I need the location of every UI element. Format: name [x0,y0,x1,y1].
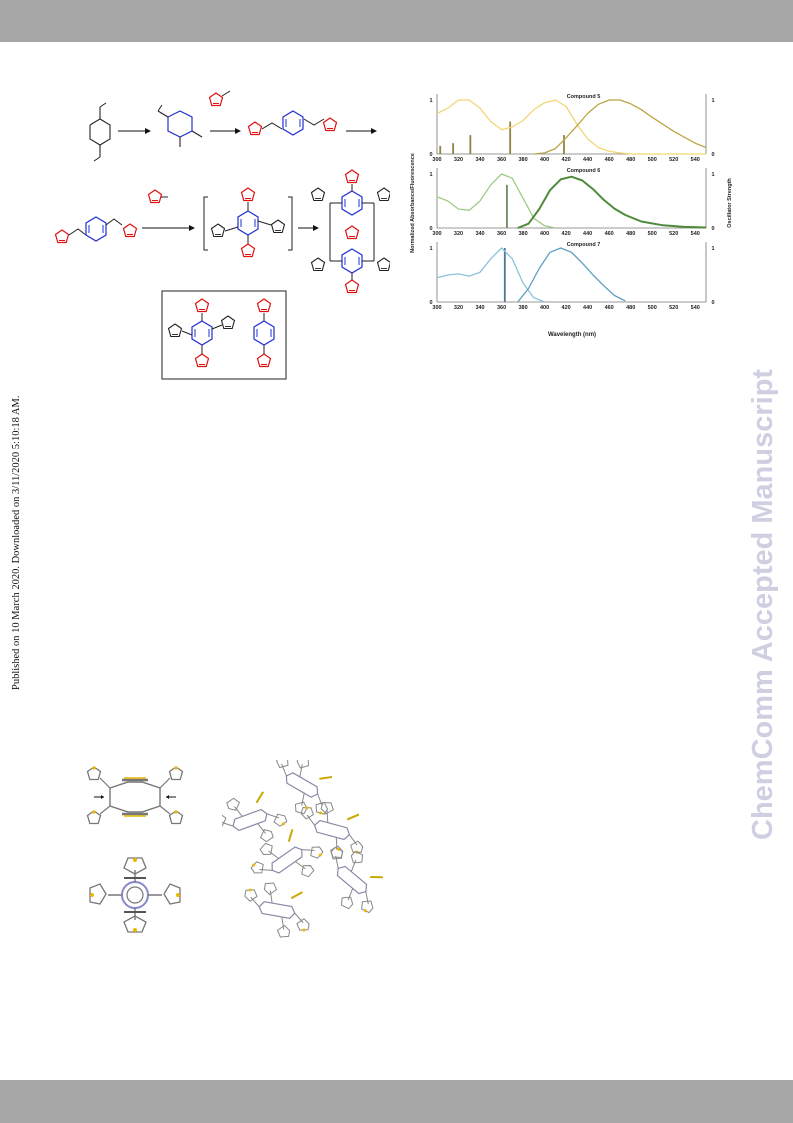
spectrum-panel-1: Compound 5 0 0 1 1 300 320 340 360 380 400 420 440 46… [429,94,715,163]
absorbance-line [436,173,556,229]
reagent-diketopiperazine [89,102,111,162]
y-tick-label-left: 1 [429,246,432,252]
packed-molecule [250,829,324,878]
x-tick-label: 540 [691,231,700,237]
absorption-emission-spectra: Normalized Absorbance/Fluorescence Oscil… [410,94,733,338]
published-note: Published on 10 March 2020. Downloaded o… [2,380,22,690]
x-tick-label: 520 [669,231,678,237]
x-tick-label: 360 [497,305,506,311]
x-tick-label: 380 [518,157,527,163]
x-tick-label: 420 [562,157,571,163]
x-tick-label: 420 [562,305,571,311]
y-tick-label-left: 0 [429,226,432,232]
x-tick-label: 440 [583,305,592,311]
reagent-thiophene [147,189,168,204]
watermark-text: ChemComm Accepted Manuscript [747,368,779,840]
packed-molecule [330,846,384,914]
y-tick-label-right: 1 [711,98,714,104]
absorbance-line [436,247,545,303]
x-tick-label: 400 [540,231,549,237]
x-tick-label: 320 [454,305,463,311]
x-tick-label: 500 [648,305,657,311]
x-tick-label: 360 [497,231,506,237]
product-bis-vinyl-pyrazine [247,110,338,136]
x-tick-label: 320 [454,157,463,163]
spectrum-panel-2: Compound 6 0 0 1 1 300 320 340 360 380 400 420 440 46… [429,168,715,237]
panel-title: Compound 6 [567,168,601,174]
fluorescence-line [517,247,626,303]
y-tick-label-right: 0 [711,152,714,158]
x-tick-label: 340 [475,231,484,237]
y-tick-label-left: 1 [429,98,432,104]
reagent-thiophene-aldehyde [208,90,231,107]
x-tick-label: 380 [518,305,527,311]
x-tick-label: 540 [691,305,700,311]
absorbance-line [436,99,706,155]
x-tick-label: 500 [648,157,657,163]
y-tick-label-right: 1 [711,172,714,178]
x-tick-label: 460 [605,231,614,237]
y-axis-label-left: Normalized Absorbance/Fluorescence [410,153,416,253]
x-tick-label: 480 [626,157,635,163]
fluorescence-line [533,99,707,155]
x-tick-label: 480 [626,231,635,237]
spectra-panels: Compound 5 0 0 1 1 300 320 340 360 380 400 420 440 46… [429,94,715,311]
x-tick-label: 460 [605,305,614,311]
footer-bar [0,1080,793,1123]
packed-molecule [275,760,333,815]
panel-title: Compound 7 [567,242,601,248]
crystal-packing-diagram [222,760,384,938]
packed-molecule [222,791,288,843]
crystal-structure-side-view [86,765,184,825]
packed-molecule [244,882,310,938]
intermediate-pyrazine [157,104,203,147]
x-tick-label: 520 [669,157,678,163]
y-axis-label-right: Oscillator Strength [727,178,733,228]
side-products-box [161,290,287,380]
x-axis-label: Wavelength (nm) [548,332,596,338]
side-product-1 [167,298,236,368]
y-tick-label-left: 0 [429,300,432,306]
starting-bis-vinyl-pyrazine [54,216,138,244]
fluorescence-line [517,175,707,229]
x-tick-label: 540 [691,157,700,163]
synthesis-scheme [54,90,390,380]
x-tick-label: 300 [432,305,441,311]
x-tick-label: 440 [583,157,592,163]
x-tick-label: 380 [518,231,527,237]
x-tick-label: 340 [475,305,484,311]
x-tick-label: 400 [540,157,549,163]
y-tick-label-left: 0 [429,152,432,158]
x-tick-label: 320 [454,231,463,237]
x-tick-label: 400 [540,305,549,311]
y-tick-label-right: 0 [711,300,714,306]
x-tick-label: 500 [648,231,657,237]
watermark: ChemComm Accepted Manuscript [745,300,785,840]
y-tick-label-left: 1 [429,172,432,178]
side-product-2 [253,298,275,368]
spectrum-panel-3: Compound 7 0 0 1 1 300 320 340 360 380 400 420 440 46… [429,242,715,311]
x-tick-label: 300 [432,157,441,163]
x-tick-label: 340 [475,157,484,163]
y-tick-label-right: 1 [711,246,714,252]
macrocycle-product [310,169,390,294]
x-tick-label: 480 [626,305,635,311]
packed-molecule [300,802,364,858]
x-tick-label: 460 [605,157,614,163]
crystal-structure-top-view [89,857,181,933]
x-tick-label: 360 [497,157,506,163]
x-tick-label: 300 [432,231,441,237]
tetra-thienyl-intermediate [203,187,293,258]
panel-title: Compound 5 [567,94,601,100]
x-tick-label: 420 [562,231,571,237]
header-bar [0,0,793,42]
published-note-text: Published on 10 March 2020. Downloaded o… [11,395,22,690]
y-tick-label-right: 0 [711,226,714,232]
x-tick-label: 440 [583,231,592,237]
x-tick-label: 520 [669,305,678,311]
